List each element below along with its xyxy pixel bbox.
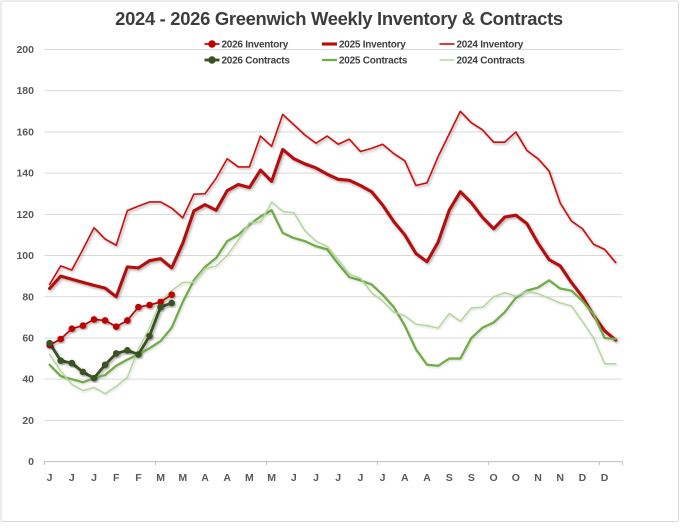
svg-text:100: 100 xyxy=(16,250,34,262)
svg-text:2026 Contracts: 2026 Contracts xyxy=(222,56,291,67)
svg-text:F: F xyxy=(113,472,120,484)
svg-text:160: 160 xyxy=(16,126,34,138)
svg-text:140: 140 xyxy=(16,168,34,180)
svg-text:20: 20 xyxy=(22,415,34,427)
svg-text:O: O xyxy=(490,472,498,484)
svg-text:180: 180 xyxy=(16,85,34,97)
svg-text:40: 40 xyxy=(22,374,34,386)
svg-text:60: 60 xyxy=(22,332,34,344)
svg-text:J: J xyxy=(69,472,75,484)
svg-text:F: F xyxy=(135,472,142,484)
svg-text:80: 80 xyxy=(22,291,34,303)
svg-text:M: M xyxy=(156,472,165,484)
svg-text:2024 Inventory: 2024 Inventory xyxy=(457,40,524,51)
svg-text:J: J xyxy=(313,472,319,484)
svg-text:J: J xyxy=(380,472,386,484)
svg-text:J: J xyxy=(357,472,363,484)
svg-text:D: D xyxy=(579,472,587,484)
svg-text:J: J xyxy=(91,472,97,484)
svg-text:D: D xyxy=(601,472,609,484)
svg-text:200: 200 xyxy=(16,44,34,56)
svg-text:A: A xyxy=(401,472,409,484)
svg-text:S: S xyxy=(446,472,453,484)
svg-text:J: J xyxy=(47,472,53,484)
svg-text:M: M xyxy=(178,472,187,484)
svg-text:J: J xyxy=(335,472,341,484)
svg-text:J: J xyxy=(291,472,297,484)
svg-text:2026 Inventory: 2026 Inventory xyxy=(222,40,289,51)
svg-text:A: A xyxy=(201,472,209,484)
svg-text:0: 0 xyxy=(28,456,34,468)
svg-text:2025 Inventory: 2025 Inventory xyxy=(339,40,406,51)
svg-text:120: 120 xyxy=(16,209,34,221)
svg-text:O: O xyxy=(512,472,520,484)
svg-text:A: A xyxy=(423,472,431,484)
svg-text:N: N xyxy=(534,472,542,484)
svg-text:2025 Contracts: 2025 Contracts xyxy=(339,56,408,67)
svg-text:A: A xyxy=(223,472,231,484)
svg-text:M: M xyxy=(245,472,254,484)
svg-text:2024 - 2026 Greenwich Weekly I: 2024 - 2026 Greenwich Weekly Inventory &… xyxy=(115,8,563,29)
svg-text:2024 Contracts: 2024 Contracts xyxy=(457,56,526,67)
svg-text:N: N xyxy=(556,472,564,484)
svg-text:S: S xyxy=(468,472,475,484)
svg-text:M: M xyxy=(267,472,276,484)
